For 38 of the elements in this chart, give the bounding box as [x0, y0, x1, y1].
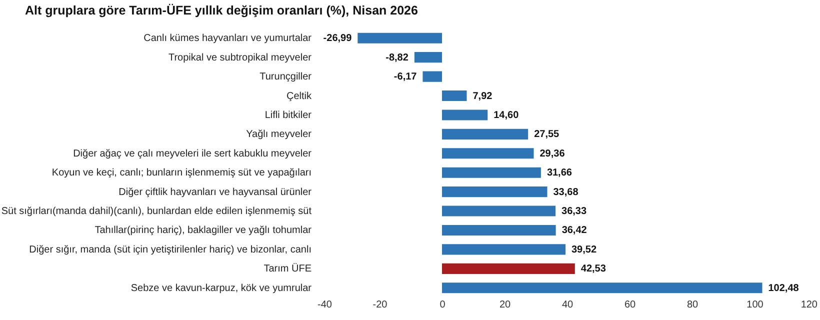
x-tick-label: -20	[372, 300, 388, 310]
x-tick-label: 80	[686, 300, 698, 310]
x-tick-label: 40	[562, 300, 574, 310]
data-label: 33,68	[553, 186, 579, 198]
x-tick-label: 20	[499, 300, 511, 310]
y-tick-label: Turunçgiller	[260, 72, 312, 83]
y-tick-label: Diğer çiftlik hayvanları ve hayvansal ürünler	[118, 186, 312, 198]
data-label: -26,99	[323, 33, 352, 44]
y-tick-label: Lifli bitkiler	[264, 110, 312, 121]
x-tick-label: -40	[318, 300, 332, 310]
data-label: 39,52	[572, 244, 597, 256]
y-tick-label: Diğer ağaç ve çalı meyveleri ile sert kabuklu meyveler	[73, 148, 312, 160]
y-tick-label: Çeltik	[286, 90, 312, 102]
data-label: 31,66	[546, 168, 572, 179]
data-label: -8,82	[386, 52, 409, 64]
data-label: 7,92	[472, 90, 493, 102]
data-label: 42,53	[580, 264, 606, 275]
x-tick-label: 100	[746, 300, 764, 310]
y-tick-label: Tarım ÜFE	[264, 262, 312, 275]
y-tick-label: Koyun ve keçi, canlı; bunların işlenmemiş süt ve yapağıları	[52, 168, 312, 179]
data-label: -6,17	[394, 72, 418, 83]
y-tick-label: Tropikal ve subtropikal meyveler	[168, 52, 312, 64]
data-label: 27,55	[534, 129, 560, 140]
data-label: 102,48	[768, 282, 800, 294]
x-tick-label: 0	[440, 300, 446, 310]
x-tick-label: 120	[800, 300, 818, 310]
y-tick-label: Sebze ve kavun-karpuz, kök ve yumrular	[130, 282, 312, 294]
y-tick-label: Canlı kümes hayvanları ve yumurtalar	[144, 33, 312, 44]
y-tick-label: Süt sığırları(manda dahil)(canlı), bunlardan elde edilen işlenmemiş süt	[1, 206, 312, 218]
chart-title: Alt gruplara göre Tarım-ÜFE yıllık değişim oranları (%), Nisan 2026	[25, 4, 418, 18]
x-tick-label: 60	[624, 300, 636, 310]
data-label: 36,42	[562, 225, 588, 236]
y-tick-label: Yağlı meyveler	[246, 129, 312, 140]
y-tick-label: Diğer sığır, manda (süt için yetiştirilenler hariç) ve bizonlar, canlı	[29, 244, 312, 256]
data-label: 36,33	[562, 206, 587, 218]
y-tick-label: Tahıllar(pirinç hariç), baklagiller ve yağlı tohumlar	[94, 225, 312, 236]
data-label: 14,60	[494, 110, 520, 121]
data-label: 29,36	[540, 148, 566, 160]
